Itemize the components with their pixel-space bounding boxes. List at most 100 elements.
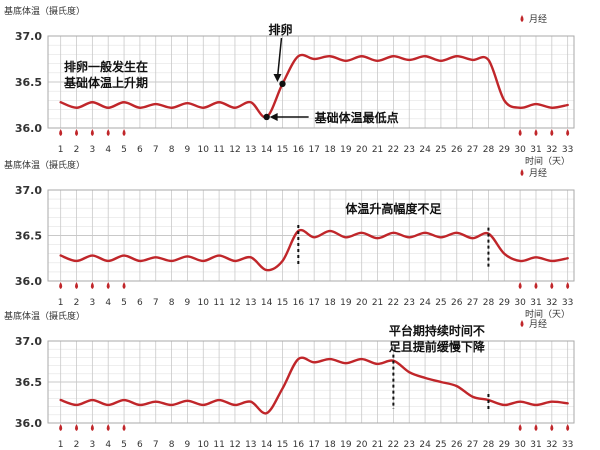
x-tick-label: 18 bbox=[324, 145, 336, 155]
bbt-series-line bbox=[59, 53, 569, 119]
x-tick-label: 14 bbox=[261, 440, 273, 450]
x-tick-label: 27 bbox=[467, 145, 478, 155]
menstruation-marker bbox=[122, 129, 126, 136]
annotation-ovulation-note-line2: 基础体温上升期 bbox=[63, 75, 148, 90]
x-tick-label: 24 bbox=[419, 298, 431, 308]
x-tick-label: 11 bbox=[213, 440, 224, 450]
menstruation-marker bbox=[550, 282, 554, 289]
x-tick-label: 14 bbox=[261, 298, 273, 308]
x-tick-label: 23 bbox=[404, 145, 415, 155]
x-tick-label: 17 bbox=[308, 298, 319, 308]
x-tick-label: 25 bbox=[435, 440, 446, 450]
x-tick-label: 9 bbox=[185, 298, 191, 308]
x-tick-label: 21 bbox=[372, 145, 383, 155]
x-tick-label: 8 bbox=[169, 298, 175, 308]
x-tick-label: 19 bbox=[340, 440, 352, 450]
x-tick-label: 1 bbox=[58, 145, 64, 155]
menstruation-marker bbox=[59, 424, 63, 431]
x-tick-label: 12 bbox=[229, 298, 240, 308]
x-tick-label: 2 bbox=[74, 440, 80, 450]
x-tick-label: 20 bbox=[356, 440, 368, 450]
menstruation-marker bbox=[122, 424, 126, 431]
y-axis-label: 基底体温（摄氏度） bbox=[4, 5, 85, 17]
y-tick-label: 36.0 bbox=[15, 275, 42, 288]
x-tick-label: 5 bbox=[121, 298, 127, 308]
x-tick-label: 17 bbox=[308, 440, 319, 450]
x-tick-label: 4 bbox=[105, 145, 111, 155]
x-tick-label: 10 bbox=[198, 440, 210, 450]
annotation-lowest-point: 基础体温最低点 bbox=[314, 110, 399, 125]
legend-drop-icon bbox=[520, 15, 524, 22]
x-tick-label: 29 bbox=[499, 440, 511, 450]
x-tick-label: 22 bbox=[388, 298, 399, 308]
menstruation-marker bbox=[566, 282, 570, 289]
x-tick-label: 8 bbox=[169, 145, 175, 155]
x-tick-label: 30 bbox=[514, 440, 526, 450]
y-tick-label: 36.5 bbox=[15, 230, 42, 243]
x-tick-label: 31 bbox=[530, 145, 541, 155]
x-tick-label: 9 bbox=[185, 145, 191, 155]
x-tick-label: 28 bbox=[483, 145, 495, 155]
x-tick-label: 7 bbox=[153, 145, 159, 155]
legend-label: 月经 bbox=[529, 318, 547, 330]
y-tick-label: 37.0 bbox=[15, 335, 42, 348]
x-tick-label: 16 bbox=[293, 298, 305, 308]
menstruation-marker bbox=[75, 282, 79, 289]
ovulation-point-dot bbox=[279, 80, 286, 88]
arrow-ovulation-head bbox=[273, 74, 282, 82]
bbt-series-line bbox=[59, 228, 569, 272]
x-tick-label: 7 bbox=[153, 440, 159, 450]
y-axis-label: 基底体温（摄氏度） bbox=[4, 159, 85, 171]
x-tick-label: 27 bbox=[467, 440, 478, 450]
x-tick-label: 25 bbox=[435, 298, 446, 308]
x-tick-label: 29 bbox=[499, 298, 511, 308]
x-tick-label: 1 bbox=[58, 440, 64, 450]
x-axis-label: 时间（天） bbox=[525, 308, 570, 320]
annotation-insufficient-rise: 体温升高幅度不足 bbox=[345, 201, 441, 216]
menstruation-marker bbox=[518, 282, 522, 289]
x-tick-label: 8 bbox=[169, 440, 175, 450]
x-tick-label: 12 bbox=[229, 440, 240, 450]
x-tick-label: 24 bbox=[419, 440, 431, 450]
y-axis-label: 基底体温（摄氏度） bbox=[4, 310, 85, 322]
x-tick-label: 15 bbox=[277, 145, 288, 155]
legend-drop-icon bbox=[520, 169, 524, 176]
x-axis-label: 时间（天） bbox=[525, 155, 570, 167]
x-tick-label: 14 bbox=[261, 145, 273, 155]
x-tick-label: 18 bbox=[324, 298, 336, 308]
x-tick-label: 4 bbox=[105, 298, 111, 308]
annotation-ovulation: 排卵 bbox=[268, 22, 292, 37]
menstruation-marker bbox=[59, 129, 63, 136]
x-tick-label: 24 bbox=[419, 145, 431, 155]
x-tick-label: 33 bbox=[562, 145, 573, 155]
x-tick-label: 7 bbox=[153, 298, 159, 308]
menstruation-marker bbox=[59, 282, 63, 289]
x-tick-label: 3 bbox=[89, 145, 95, 155]
x-tick-label: 23 bbox=[404, 440, 415, 450]
annotation-ovulation-note-line1: 排卵一般发生在 bbox=[64, 59, 148, 74]
menstruation-marker bbox=[534, 129, 538, 136]
menstruation-marker bbox=[550, 424, 554, 431]
y-tick-label: 37.0 bbox=[15, 30, 42, 43]
x-tick-label: 19 bbox=[340, 298, 352, 308]
plot-frame bbox=[47, 340, 575, 424]
annotation-short-plateau-line1: 平台期持续时间不 bbox=[389, 323, 485, 338]
x-tick-label: 15 bbox=[277, 440, 288, 450]
menstruation-marker bbox=[534, 282, 538, 289]
menstruation-marker bbox=[518, 424, 522, 431]
menstruation-marker bbox=[106, 282, 110, 289]
x-tick-label: 10 bbox=[198, 145, 210, 155]
x-tick-label: 16 bbox=[293, 145, 305, 155]
x-tick-label: 3 bbox=[89, 298, 95, 308]
menstruation-marker bbox=[566, 424, 570, 431]
arrow-lowest-head bbox=[269, 112, 278, 121]
x-tick-label: 20 bbox=[356, 298, 368, 308]
x-tick-label: 32 bbox=[546, 145, 557, 155]
x-tick-label: 31 bbox=[530, 298, 541, 308]
x-tick-label: 33 bbox=[562, 298, 573, 308]
x-tick-label: 20 bbox=[356, 145, 368, 155]
x-tick-label: 17 bbox=[308, 145, 319, 155]
